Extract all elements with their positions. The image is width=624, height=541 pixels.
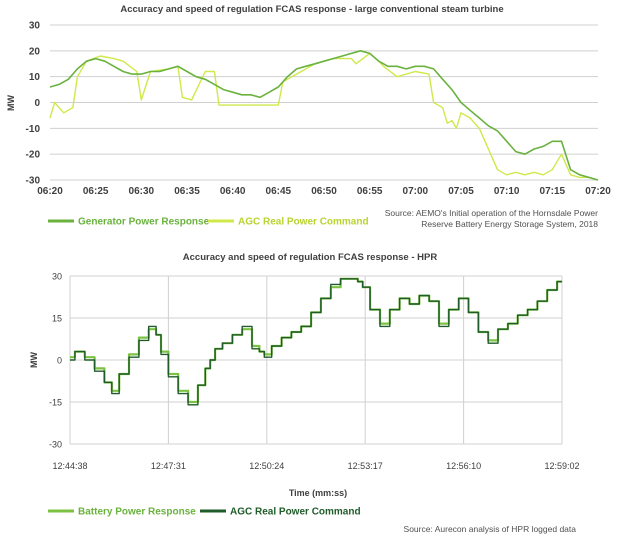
series-line-generator-power-response	[49, 50, 599, 181]
x-tick-label: 06:20	[37, 186, 63, 197]
legend-gen-response-label: Generator Power Response	[78, 217, 210, 228]
x-tick-label: 12:59:02	[544, 461, 579, 471]
chart-2: Accuracy and speed of regulation FCAS re…	[29, 252, 580, 534]
legend-agc-command-2-label: AGC Real Power Command	[230, 507, 361, 518]
x-tick-label: 12:53:17	[348, 461, 383, 471]
chart-1-y-label: MW	[6, 95, 16, 111]
series-line-agc-real-power-command	[49, 52, 599, 181]
x-tick-label: 06:55	[357, 186, 383, 197]
chart-1-x-ticks: 06:20 06:25 06:30 06:35 06:40 06:45 06:50 06:55…	[37, 186, 611, 197]
y-tick-label: -10	[26, 124, 41, 135]
chart-2-title: Accuracy and speed of regulation FCAS re…	[183, 252, 438, 263]
x-tick-label: 06:35	[174, 186, 200, 197]
y-tick-label: 30	[29, 21, 41, 32]
chart-1: Accuracy and speed of regulation FCAS re…	[6, 4, 611, 229]
chart-1-title: Accuracy and speed of regulation FCAS re…	[120, 4, 503, 15]
y-tick-label: 30	[52, 272, 62, 282]
chart-1-y-ticks: 30 20 10 0 -10 -20 -30	[26, 21, 41, 187]
x-tick-label: 12:44:38	[52, 461, 87, 471]
chart-2-x-label: Time (mm:ss)	[289, 488, 347, 498]
y-tick-label: -20	[26, 150, 41, 161]
x-tick-label: 06:40	[220, 186, 246, 197]
chart-2-y-ticks: 30 15 0 -15 -30	[49, 272, 62, 450]
y-tick-label: 0	[34, 98, 40, 109]
y-tick-label: -30	[26, 176, 41, 187]
x-tick-label: 06:25	[83, 186, 109, 197]
chart-2-y-label: MW	[29, 352, 39, 368]
chart-1-source-line-2: Reserve Battery Energy Storage System, 2…	[421, 219, 598, 229]
y-tick-label: 15	[52, 314, 62, 324]
series-line-agc-real-power-command	[70, 278, 562, 406]
x-tick-label: 12:56:10	[446, 461, 481, 471]
x-tick-label: 06:50	[311, 186, 337, 197]
chart-2-x-ticks: 12:44:38 12:47:31 12:50:24 12:53:17 12:56:10…	[52, 461, 579, 471]
x-tick-label: 06:45	[266, 186, 292, 197]
legend-battery-response-label: Battery Power Response	[78, 507, 196, 518]
x-tick-label: 07:20	[585, 186, 611, 197]
x-tick-label: 07:15	[540, 186, 566, 197]
y-tick-label: 10	[29, 72, 41, 83]
chart-1-source-line-1: Source: AEMO's Initial operation of the …	[385, 208, 598, 218]
x-tick-label: 12:50:24	[249, 461, 284, 471]
x-tick-label: 07:05	[448, 186, 474, 197]
chart-1-series	[49, 50, 599, 181]
chart-2-source: Source: Aurecon analysis of HPR logged d…	[404, 524, 577, 534]
x-tick-label: 06:30	[129, 186, 155, 197]
x-tick-label: 07:10	[494, 186, 520, 197]
y-tick-label: 0	[57, 356, 62, 366]
chart-1-legend: Generator Power Response AGC Real Power …	[48, 217, 369, 228]
y-tick-label: -30	[49, 440, 62, 450]
chart-2-legend: Battery Power Response AGC Real Power Co…	[48, 507, 361, 518]
x-tick-label: 12:47:31	[151, 461, 186, 471]
x-tick-label: 07:00	[403, 186, 429, 197]
chart-2-series	[70, 277, 562, 406]
chart-1-gridlines	[50, 24, 598, 181]
y-tick-label: -15	[49, 398, 62, 408]
legend-agc-command-label: AGC Real Power Command	[238, 217, 369, 228]
chart-2-gridlines	[69, 275, 563, 445]
y-tick-label: 20	[29, 46, 41, 57]
